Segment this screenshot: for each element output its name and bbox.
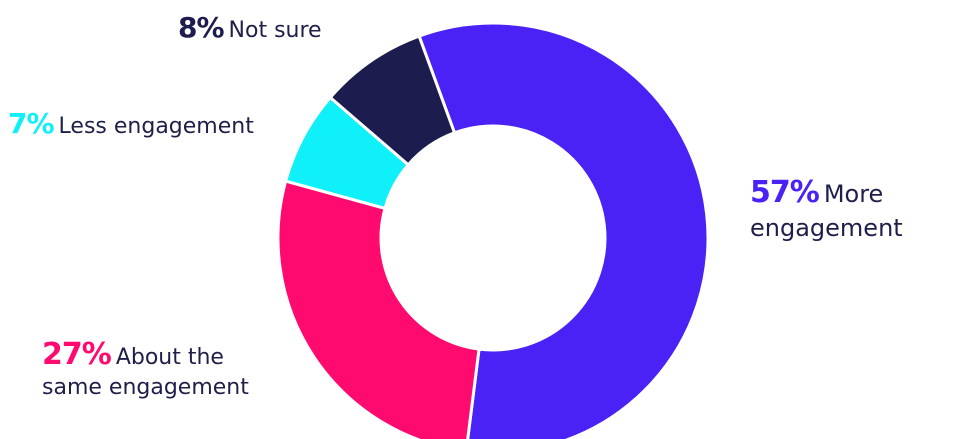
donut-slice-same xyxy=(276,179,481,439)
label-more-text-line2: engagement xyxy=(750,214,903,242)
label-more-text-line1: More xyxy=(823,180,884,208)
label-more-engagement: 57% More engagement xyxy=(750,176,903,245)
donut-slice-not-sure xyxy=(328,34,457,167)
label-same-text-line1: About the xyxy=(115,345,224,370)
label-same-pct: 27% xyxy=(42,337,112,372)
label-less-engagement: 7% Less engagement xyxy=(8,110,254,141)
label-not-sure-pct: 8% xyxy=(178,11,225,44)
label-less-text: Less engagement xyxy=(58,114,254,139)
label-same-engagement: 27% About the same engagement xyxy=(42,340,249,403)
donut-slice-more xyxy=(417,21,710,439)
label-same-text-line2: same engagement xyxy=(42,375,249,400)
label-more-pct: 57% xyxy=(750,175,820,210)
label-not-sure-text: Not sure xyxy=(228,18,322,43)
label-less-pct: 7% xyxy=(8,107,55,140)
label-not-sure: 8% Not sure xyxy=(178,14,322,45)
